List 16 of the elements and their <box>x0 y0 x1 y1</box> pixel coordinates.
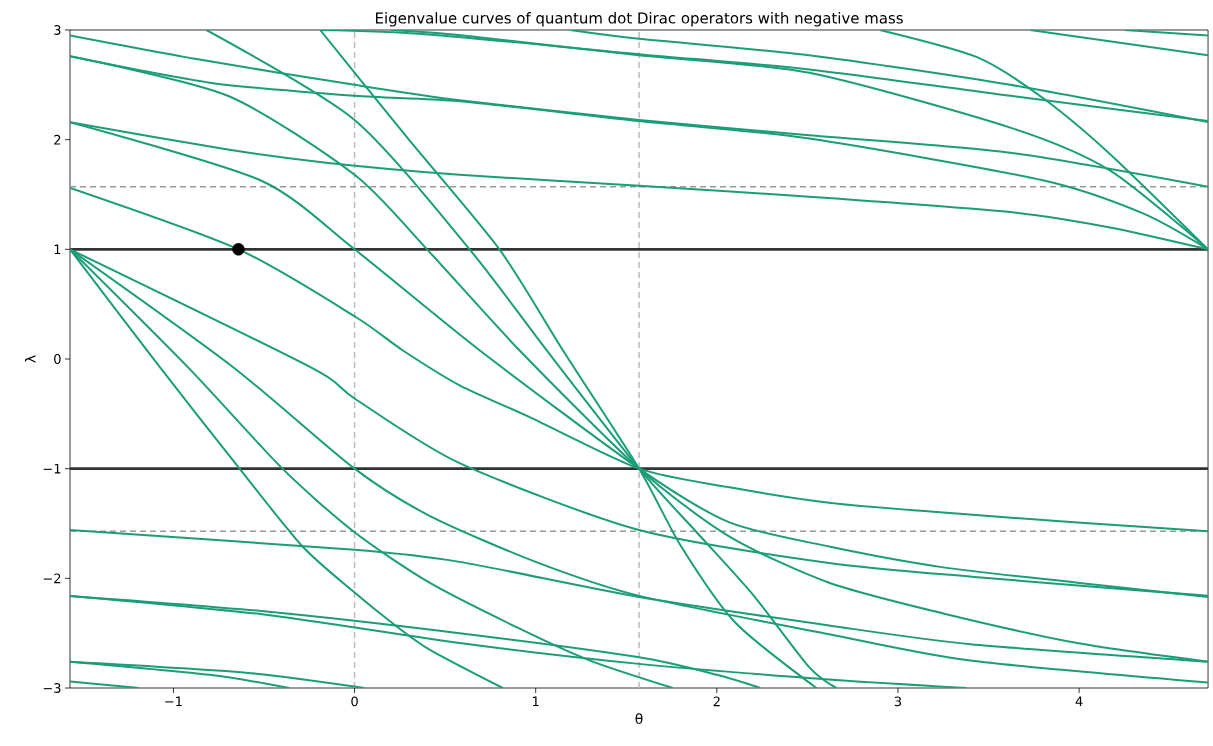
y-tick-label: 2 <box>54 134 61 145</box>
y-tick-label: 0 <box>54 354 61 364</box>
x-tick-label: 2 <box>713 696 720 707</box>
x-tick-label: 0 <box>351 696 358 707</box>
x-tick-label: 1 <box>532 696 539 706</box>
x-axis-title: θ <box>635 713 643 725</box>
y-tick-label: −1 <box>43 463 61 474</box>
chart-title: Eigenvalue curves of quantum dot Dirac operators with negative mass <box>376 12 903 27</box>
x-tick-label: −1 <box>165 696 182 706</box>
x-tick-label: 3 <box>894 696 902 707</box>
y-tick-label: 1 <box>54 244 61 255</box>
y-tick-label: 3 <box>54 25 61 35</box>
y-tick-label: −3 <box>43 683 61 693</box>
y-tick-label: −2 <box>43 573 61 584</box>
y-axis-title: λ <box>24 355 36 363</box>
x-tick-label: 4 <box>1075 696 1083 706</box>
